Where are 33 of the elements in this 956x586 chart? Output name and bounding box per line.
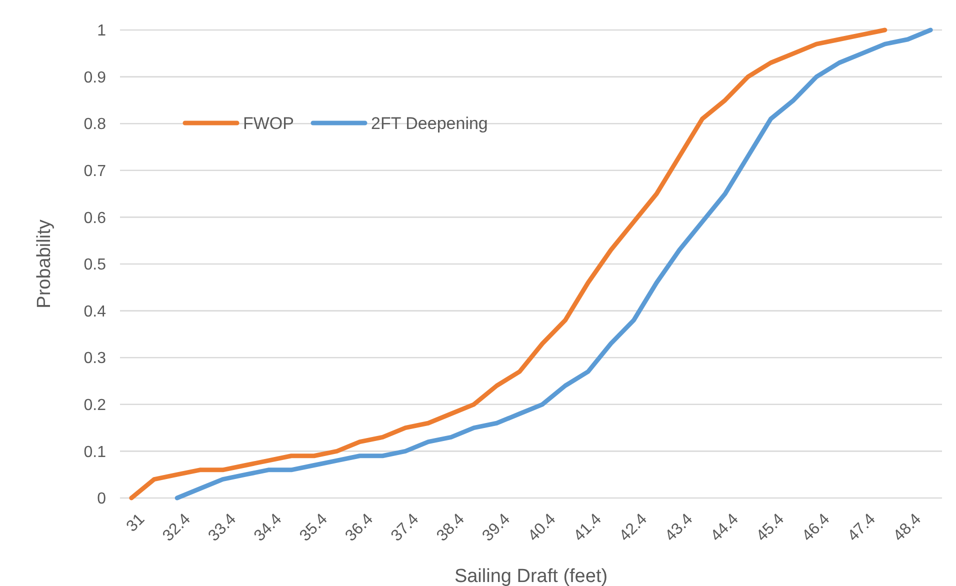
x-tick-label: 39.4: [479, 510, 514, 545]
x-tick-label: 42.4: [616, 510, 651, 545]
x-tick-label: 48.4: [890, 510, 925, 545]
x-tick-label: 40.4: [525, 510, 560, 545]
y-tick-label: 0.9: [84, 69, 106, 86]
x-tick-label: 36.4: [342, 510, 377, 545]
x-tick-label: 35.4: [296, 510, 331, 545]
legend-label: 2FT Deepening: [371, 114, 488, 133]
y-axis-title: Probability: [34, 219, 55, 308]
y-tick-label: 0.6: [84, 210, 106, 227]
y-tick-label: 0.8: [84, 116, 106, 134]
x-tick-label: 46.4: [799, 510, 834, 545]
x-tick-label: 45.4: [753, 510, 788, 545]
y-tick-label: 0.2: [84, 397, 106, 414]
x-tick-label: 47.4: [844, 510, 879, 545]
x-tick-label: 34.4: [251, 510, 286, 545]
x-tick-label: 43.4: [662, 510, 696, 545]
y-tick-label: 0.4: [84, 303, 106, 320]
legend-label: FWOP: [243, 114, 294, 133]
x-tick-label: 44.4: [708, 510, 742, 545]
x-tick-label: 32.4: [160, 510, 194, 545]
x-tick-label: 33.4: [205, 510, 240, 545]
y-tick-label: 1: [97, 22, 106, 40]
y-tick-label: 0: [97, 490, 106, 508]
x-axis-title: Sailing Draft (feet): [454, 566, 608, 586]
x-tick-label: 37.4: [388, 510, 422, 545]
x-tick-label: 31: [124, 510, 148, 536]
x-tick-label: 38.4: [434, 510, 468, 545]
y-tick-label: 0.3: [84, 350, 106, 368]
y-tick-label: 0.1: [84, 444, 106, 461]
x-tick-label: 41.4: [570, 510, 605, 545]
y-tick-label: 0.7: [84, 163, 106, 180]
y-tick-label: 0.5: [84, 256, 106, 274]
